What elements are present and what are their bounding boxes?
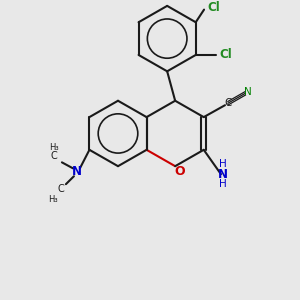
Text: N: N — [218, 168, 228, 181]
Text: C: C — [224, 98, 232, 108]
Text: H₃: H₃ — [48, 194, 58, 203]
Text: H₃: H₃ — [49, 143, 59, 152]
Text: Cl: Cl — [219, 48, 232, 62]
Text: Cl: Cl — [208, 1, 220, 14]
Text: O: O — [175, 165, 185, 178]
Text: H: H — [219, 179, 227, 189]
Text: N: N — [72, 165, 82, 178]
Text: C: C — [50, 152, 57, 161]
Text: N: N — [244, 87, 252, 97]
Text: H: H — [219, 159, 227, 169]
Text: C: C — [58, 184, 64, 194]
